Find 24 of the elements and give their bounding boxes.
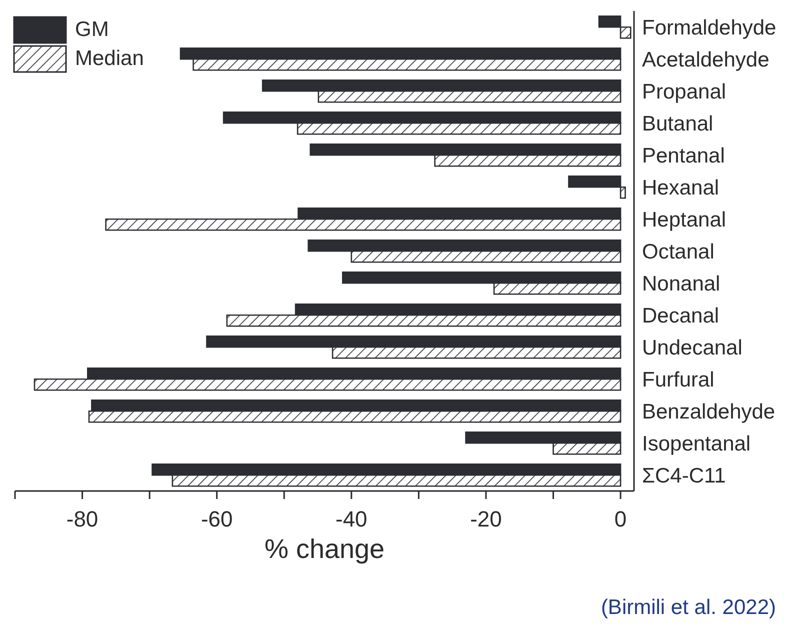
y-tick-label: Undecanal (642, 336, 742, 360)
y-tick-label: Heptanal (642, 208, 726, 232)
y-tick-label: Isopentanal (642, 432, 751, 456)
x-tick-label: -60 (200, 506, 233, 532)
x-tick-label: -80 (66, 506, 98, 532)
y-tick-label: Acetaldehyde (642, 48, 770, 72)
legend-label: GM (75, 18, 109, 42)
y-tick-label: Propanal (642, 80, 726, 104)
y-tick-label: Butanal (642, 112, 714, 136)
x-tick-label: -40 (336, 506, 368, 532)
text: (Birmili et al. 2022) (600, 596, 776, 620)
y-tick-label: ΣC4-C11 (642, 464, 726, 488)
y-tick-label: Furfural (642, 368, 714, 392)
x-axis-title: % change (264, 534, 385, 564)
x-tick-label: 0 (614, 506, 627, 532)
y-tick-label: Benzaldehyde (642, 400, 776, 424)
y-tick-label: Octanal (642, 240, 714, 264)
y-tick-label: Formaldehyde (642, 16, 776, 40)
legend-label: Median (75, 46, 144, 70)
y-tick-label: Pentanal (642, 144, 725, 168)
y-tick-label: Hexanal (642, 176, 720, 200)
y-tick-label: Nonanal (642, 272, 720, 296)
x-tick-label: -20 (470, 506, 502, 532)
y-tick-label: Decanal (642, 304, 720, 328)
